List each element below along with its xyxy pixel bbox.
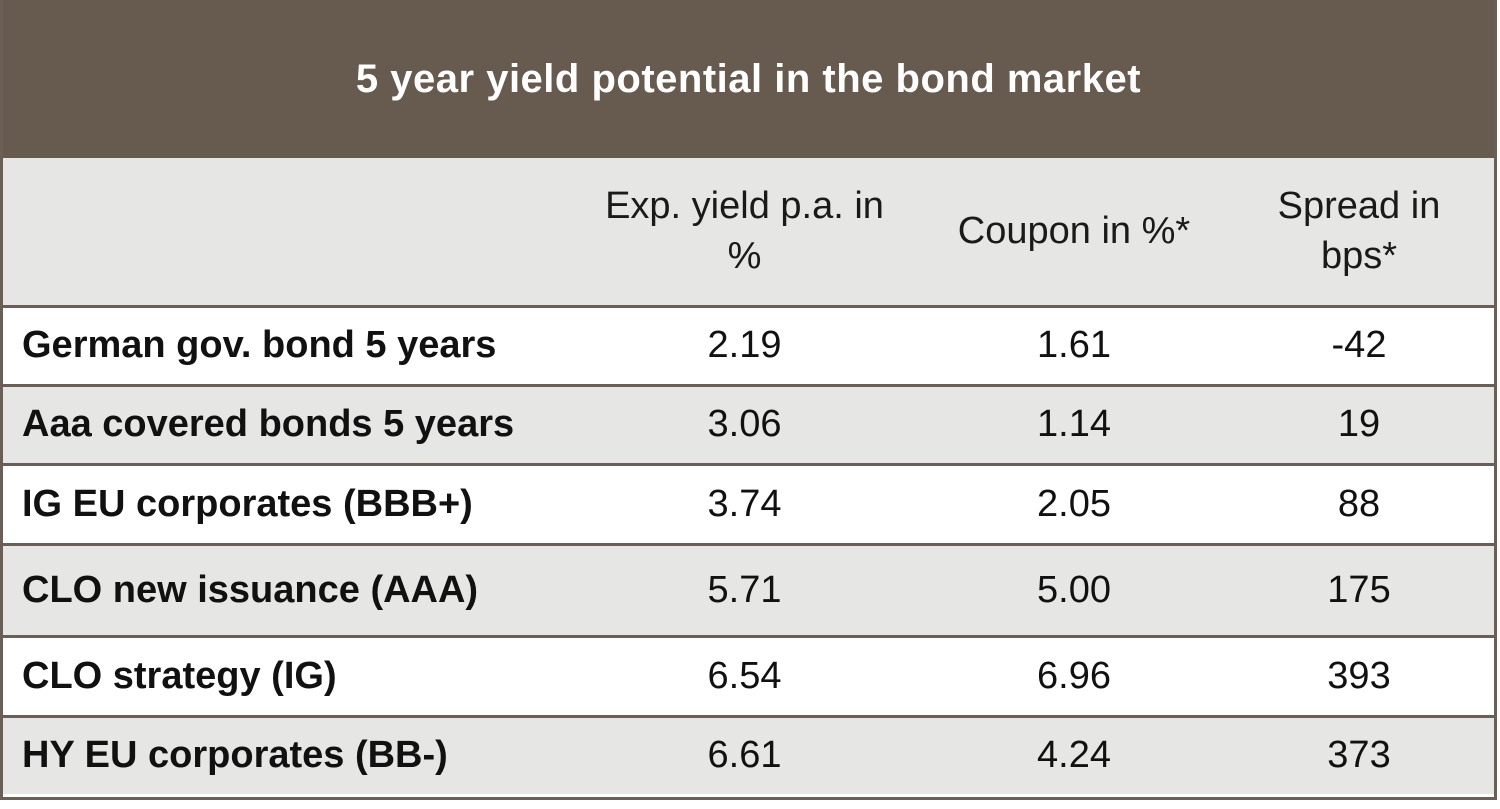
spread-cell: 175 — [1327, 568, 1391, 611]
column-header-spread: Spread in bps* — [1224, 158, 1494, 308]
spread-cell: 88 — [1337, 482, 1381, 525]
spread-cell: 373 — [1327, 734, 1391, 777]
spread-cell: 393 — [1327, 654, 1391, 697]
column-header-instrument — [3, 158, 565, 308]
row-label: HY EU corporates (BB-) — [22, 734, 448, 777]
column-header-row: Exp. yield p.a. in % Coupon in %* Spread… — [3, 158, 1494, 308]
table-title: 5 year yield potential in the bond marke… — [3, 0, 1494, 158]
row-label: German gov. bond 5 years — [22, 324, 497, 366]
column-header-exp-yield: Exp. yield p.a. in % — [565, 158, 924, 308]
exp-yield-cell: 6.61 — [707, 734, 782, 777]
row-label: CLO new issuance (AAA) — [22, 568, 479, 611]
column-header-coupon: Coupon in %* — [924, 158, 1224, 308]
table-row: CLO strategy (IG) 6.54 6.96 393 — [3, 636, 1494, 716]
table-row: German gov. bond 5 years 2.19 1.61 -42 — [3, 306, 1494, 385]
bond-yield-table: Exp. yield p.a. in % Coupon in %* Spread… — [3, 158, 1494, 794]
exp-yield-cell: 6.54 — [707, 654, 782, 697]
spread-cell: 19 — [1337, 403, 1381, 445]
table-row: Aaa covered bonds 5 years 3.06 1.14 19 — [3, 385, 1494, 464]
exp-yield-cell: 2.19 — [707, 324, 782, 366]
table-row: CLO new issuance (AAA) 5.71 5.00 175 — [3, 544, 1494, 636]
row-label: Aaa covered bonds 5 years — [22, 403, 515, 445]
exp-yield-cell: 5.71 — [707, 568, 782, 611]
coupon-cell: 6.96 — [1037, 654, 1111, 697]
coupon-cell: 1.14 — [1037, 403, 1111, 445]
coupon-cell: 5.00 — [1037, 568, 1111, 611]
exp-yield-cell: 3.06 — [707, 403, 782, 445]
row-label: IG EU corporates (BBB+) — [22, 482, 473, 525]
spread-cell: -42 — [1331, 324, 1387, 366]
exp-yield-cell: 3.74 — [707, 482, 782, 525]
coupon-cell: 1.61 — [1037, 324, 1111, 366]
coupon-cell: 4.24 — [1037, 734, 1111, 777]
row-label: CLO strategy (IG) — [22, 654, 337, 697]
table-row: IG EU corporates (BBB+) 3.74 2.05 88 — [3, 464, 1494, 544]
table-row: HY EU corporates (BB-) 6.61 4.24 373 — [3, 716, 1494, 794]
coupon-cell: 2.05 — [1037, 482, 1111, 525]
